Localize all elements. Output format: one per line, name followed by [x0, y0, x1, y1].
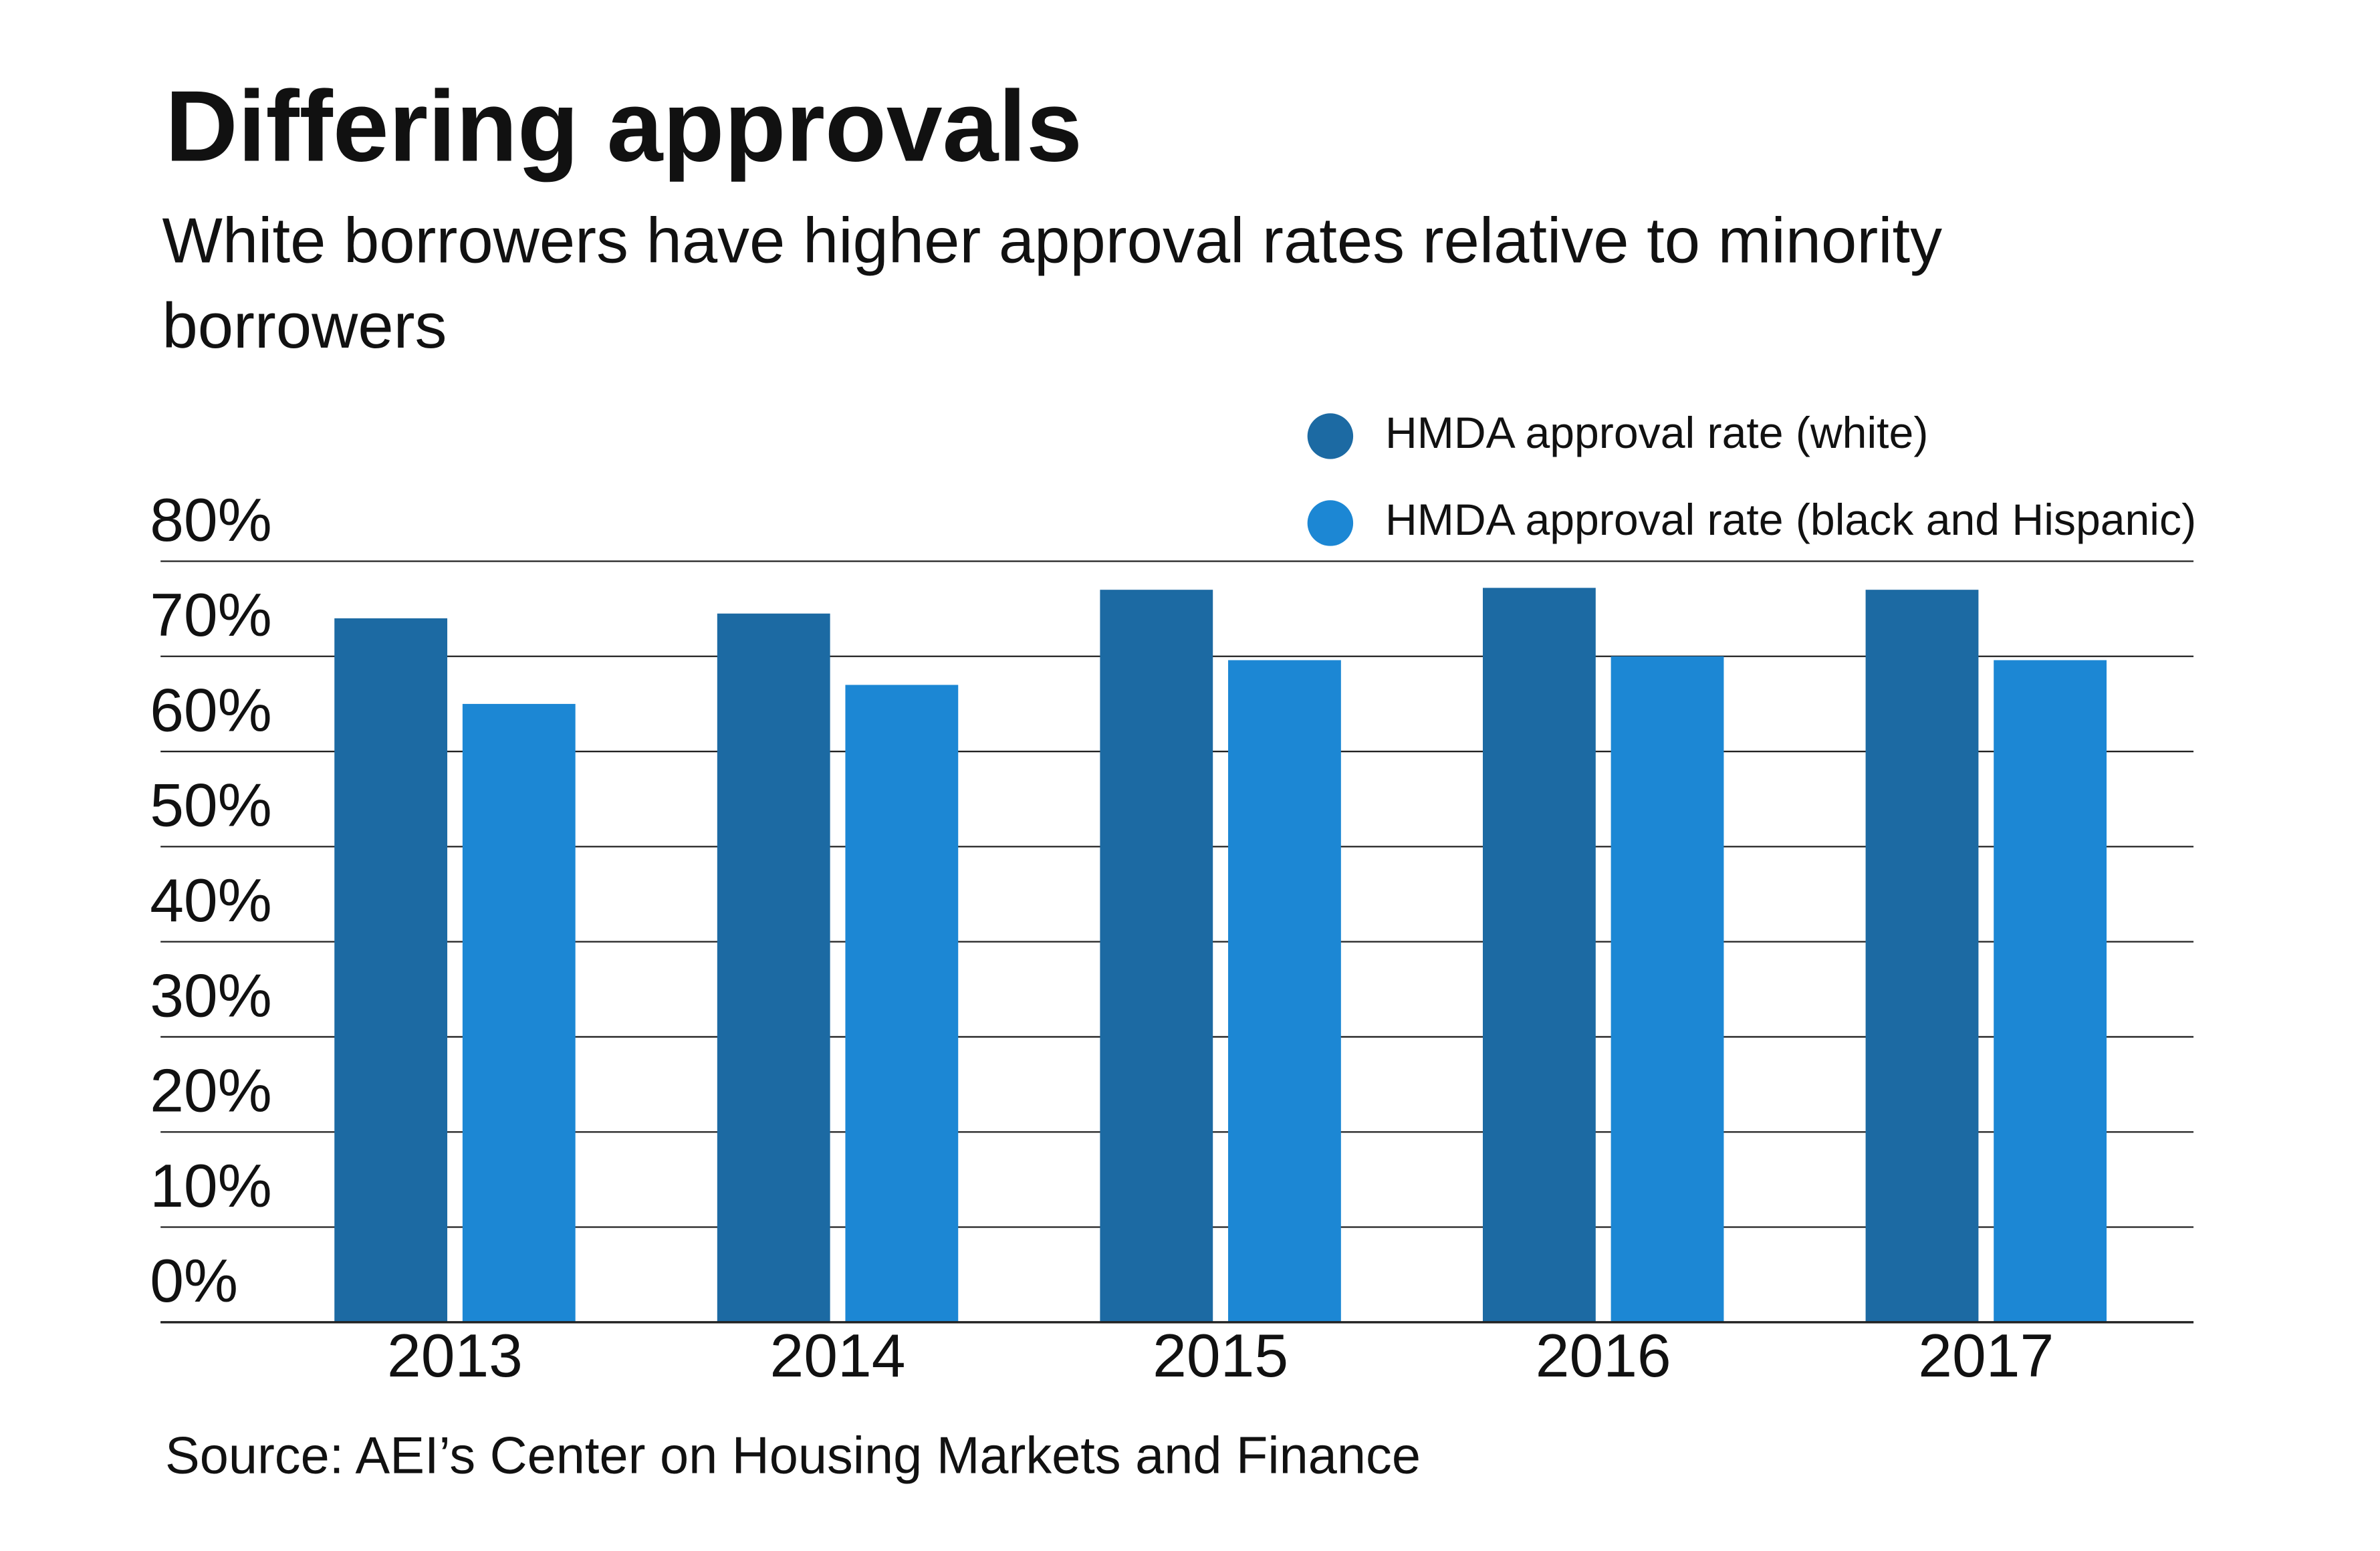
y-tick-label: 0% — [150, 1247, 238, 1315]
legend-swatch — [1307, 500, 1354, 546]
x-tick-label: 2016 — [1536, 1322, 1671, 1390]
y-tick-label: 30% — [150, 961, 272, 1030]
bar — [845, 685, 959, 1322]
bar — [717, 613, 830, 1322]
legend-swatch — [1307, 413, 1354, 459]
x-tick-label: 2015 — [1153, 1322, 1288, 1390]
bar — [1482, 588, 1596, 1322]
legend-label: HMDA approval rate (black and Hispanic) — [1385, 495, 2196, 545]
bar — [334, 618, 448, 1322]
bar — [462, 703, 576, 1322]
y-tick-label: 40% — [150, 866, 272, 935]
y-tick-label: 70% — [150, 581, 272, 649]
bar — [1994, 660, 2107, 1322]
source-note: Source: AEI’s Center on Housing Markets … — [165, 1427, 1421, 1485]
y-tick-label: 80% — [150, 486, 272, 554]
x-tick-label: 2017 — [1918, 1322, 2054, 1390]
y-tick-label: 60% — [150, 676, 272, 744]
x-tick-label: 2014 — [770, 1322, 906, 1390]
x-tick-label: 2013 — [387, 1322, 523, 1390]
chart-title: Differing approvals — [165, 70, 1082, 183]
subtitle-box: White borrowers have higher approval rat… — [162, 204, 1943, 362]
bar — [1865, 590, 1979, 1322]
y-tick-label: 50% — [150, 771, 272, 840]
bar — [1100, 590, 1213, 1322]
legend-label: HMDA approval rate (white) — [1385, 408, 1928, 458]
chart-subtitle: White borrowers have higher approval rat… — [162, 204, 1943, 362]
y-tick-label: 20% — [150, 1057, 272, 1125]
y-tick-label: 10% — [150, 1152, 272, 1220]
bar — [1228, 660, 1341, 1322]
bar — [1611, 656, 1724, 1322]
